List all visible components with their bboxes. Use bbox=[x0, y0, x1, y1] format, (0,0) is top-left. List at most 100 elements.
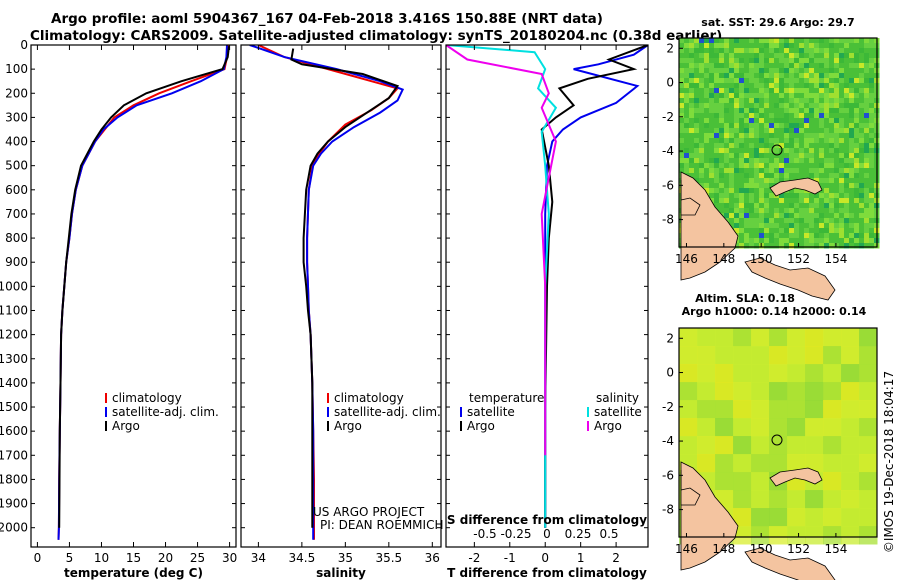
map-cell bbox=[869, 198, 875, 204]
map-cell bbox=[809, 128, 815, 134]
map-cell bbox=[834, 103, 840, 109]
map-cell bbox=[859, 98, 865, 104]
map-cell bbox=[734, 63, 740, 69]
map-cell bbox=[769, 526, 788, 545]
map-cell bbox=[724, 138, 730, 144]
map-cell bbox=[849, 163, 855, 169]
map-cell bbox=[714, 63, 720, 69]
map-cell bbox=[841, 364, 860, 383]
map-cell bbox=[869, 173, 875, 179]
argo-float-marker bbox=[771, 434, 783, 446]
map-cell bbox=[699, 78, 705, 84]
map-cell bbox=[789, 203, 795, 209]
map-cell bbox=[859, 173, 865, 179]
map-cell bbox=[739, 118, 745, 124]
map-cell bbox=[799, 153, 805, 159]
map-cell bbox=[704, 178, 710, 184]
map-cell bbox=[864, 78, 870, 84]
map-cell bbox=[869, 138, 875, 144]
map-cell bbox=[714, 68, 720, 74]
map-cell bbox=[714, 203, 720, 209]
series-line-argo bbox=[290, 48, 400, 528]
map-cell bbox=[751, 508, 770, 527]
map-cell bbox=[679, 103, 685, 109]
map-cell bbox=[784, 118, 790, 124]
map-cell bbox=[814, 63, 820, 69]
map-cell bbox=[769, 183, 775, 189]
map-cell bbox=[784, 48, 790, 54]
map-sla-title: Altim. SLA: 0.18 bbox=[695, 292, 795, 305]
x-tick-label: 5 bbox=[66, 551, 74, 565]
map-cell bbox=[759, 138, 765, 144]
map-cell bbox=[694, 83, 700, 89]
map-cell bbox=[774, 203, 780, 209]
map-cell bbox=[804, 73, 810, 79]
map-cell bbox=[841, 328, 860, 347]
map-cell bbox=[734, 208, 740, 214]
map-cell bbox=[869, 218, 875, 224]
map-cell bbox=[849, 78, 855, 84]
map-cell bbox=[679, 48, 685, 54]
map-cell bbox=[869, 88, 875, 94]
map-cell bbox=[769, 223, 775, 229]
map-cell bbox=[789, 78, 795, 84]
map-cell bbox=[714, 193, 720, 199]
legend-climatology-label: climatology bbox=[112, 391, 182, 405]
map-cell bbox=[824, 193, 830, 199]
map-cell bbox=[839, 83, 845, 89]
map-cell bbox=[829, 203, 835, 209]
map-cell bbox=[719, 63, 725, 69]
map-cell bbox=[834, 63, 840, 69]
map-cell bbox=[719, 193, 725, 199]
map-cell bbox=[709, 108, 715, 114]
map-cell bbox=[841, 418, 860, 437]
map-cell bbox=[684, 133, 690, 139]
map-cell bbox=[834, 68, 840, 74]
map-cell bbox=[784, 233, 790, 239]
map-cell bbox=[859, 400, 878, 419]
map-cell bbox=[694, 93, 700, 99]
map-cell bbox=[849, 203, 855, 209]
map-cell bbox=[839, 178, 845, 184]
map-cell bbox=[739, 138, 745, 144]
map-cell bbox=[769, 113, 775, 119]
map-cell bbox=[733, 490, 752, 509]
map-cell bbox=[844, 133, 850, 139]
map-cell bbox=[829, 98, 835, 104]
map-cell bbox=[854, 103, 860, 109]
map-cell bbox=[864, 108, 870, 114]
map-cell bbox=[819, 238, 825, 244]
map-cell bbox=[709, 78, 715, 84]
map-cell bbox=[724, 123, 730, 129]
map-cell bbox=[694, 118, 700, 124]
map-cell bbox=[844, 43, 850, 49]
map-cell bbox=[794, 78, 800, 84]
map-cell bbox=[684, 128, 690, 134]
series-line-climatology bbox=[57, 45, 230, 540]
map-cell bbox=[709, 183, 715, 189]
map-cell bbox=[729, 83, 735, 89]
map-cell bbox=[774, 98, 780, 104]
map-cell bbox=[729, 218, 735, 224]
map-cell bbox=[714, 48, 720, 54]
chart-title-line2: Climatology: CARS2009. Satellite-adjuste… bbox=[30, 28, 723, 44]
map-x-tick-label: 150 bbox=[750, 542, 773, 556]
map-cell bbox=[733, 418, 752, 437]
map-cell bbox=[809, 48, 815, 54]
map-cell bbox=[844, 213, 850, 219]
map-cell bbox=[769, 53, 775, 59]
map-cell bbox=[709, 168, 715, 174]
map-cell bbox=[734, 218, 740, 224]
map-cell bbox=[805, 454, 824, 473]
map-cell bbox=[829, 243, 835, 249]
map-cell bbox=[704, 158, 710, 164]
map-cell bbox=[749, 178, 755, 184]
map-cell bbox=[774, 168, 780, 174]
map-cell bbox=[749, 128, 755, 134]
map-cell bbox=[829, 53, 835, 59]
map-cell bbox=[849, 223, 855, 229]
map-cell bbox=[869, 203, 875, 209]
map-cell bbox=[839, 173, 845, 179]
map-cell bbox=[744, 168, 750, 174]
map-cell bbox=[729, 183, 735, 189]
